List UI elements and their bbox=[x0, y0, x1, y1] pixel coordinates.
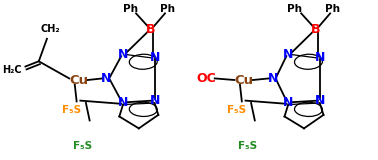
Text: Cu: Cu bbox=[69, 73, 88, 87]
Text: N: N bbox=[101, 72, 112, 85]
Text: N: N bbox=[314, 94, 325, 107]
Text: Ph: Ph bbox=[123, 4, 138, 14]
Text: N: N bbox=[314, 51, 325, 64]
Text: H₂C: H₂C bbox=[2, 65, 22, 76]
Text: Ph: Ph bbox=[160, 4, 175, 14]
Text: N: N bbox=[118, 48, 128, 61]
Text: B: B bbox=[146, 23, 156, 36]
Text: N: N bbox=[149, 51, 160, 64]
Text: F₅S: F₅S bbox=[227, 105, 246, 115]
Text: Ph: Ph bbox=[287, 4, 302, 14]
Text: Ph: Ph bbox=[325, 4, 339, 14]
Text: OC: OC bbox=[197, 72, 217, 85]
Text: N: N bbox=[283, 96, 293, 109]
Text: F₅S: F₅S bbox=[238, 141, 257, 151]
Text: F₅S: F₅S bbox=[62, 105, 81, 115]
Text: B: B bbox=[311, 23, 321, 36]
Text: N: N bbox=[118, 96, 128, 109]
Text: F₅S: F₅S bbox=[73, 141, 92, 151]
Text: N: N bbox=[283, 48, 293, 61]
Text: Cu: Cu bbox=[234, 73, 253, 87]
Text: CH₂: CH₂ bbox=[40, 24, 60, 34]
Text: N: N bbox=[149, 94, 160, 107]
Text: N: N bbox=[268, 72, 278, 85]
